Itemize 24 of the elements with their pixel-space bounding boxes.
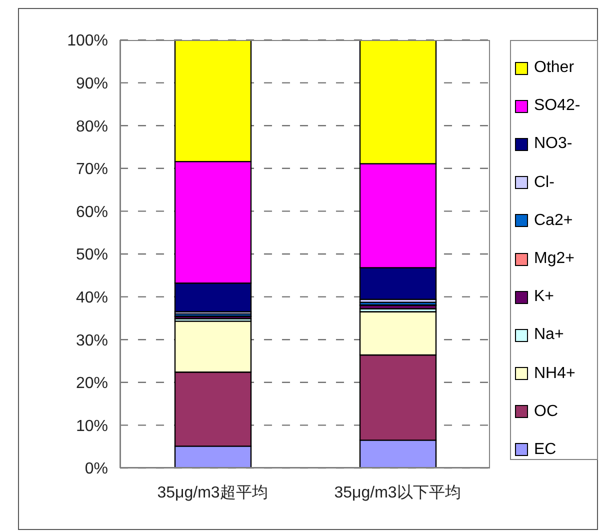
y-tick-label: 40% — [76, 289, 108, 306]
legend-label: Mg2+ — [534, 250, 574, 268]
y-tick-label: 80% — [76, 118, 108, 136]
y-tick-label: 60% — [76, 204, 108, 221]
x-tick-label: 35μg/m3以下平均 — [334, 483, 461, 502]
x-tick-label: 35μg/m3超平均 — [157, 484, 268, 502]
legend-label: OC — [534, 402, 558, 421]
y-tick-label: 10% — [76, 418, 108, 435]
y-tick-label: 20% — [76, 375, 108, 392]
legend-label: Other — [534, 59, 574, 78]
y-tick-label: 30% — [76, 332, 108, 350]
legend-label: K+ — [534, 288, 554, 306]
y-tick-label: 90% — [76, 75, 108, 92]
y-tick-label: 70% — [76, 161, 108, 178]
legend-label: Cl- — [534, 174, 554, 192]
legend-label: NO3- — [534, 135, 572, 154]
y-tick-label: 0% — [84, 460, 108, 478]
y-tick-label: 100% — [67, 32, 108, 50]
legend-label: SO42- — [534, 97, 580, 116]
legend-label: NH4+ — [534, 364, 576, 383]
legend-label: Ca2+ — [534, 212, 573, 230]
legend-label: EC — [534, 440, 556, 459]
y-tick-label: 50% — [76, 246, 108, 264]
legend-label: Na+ — [534, 326, 564, 344]
